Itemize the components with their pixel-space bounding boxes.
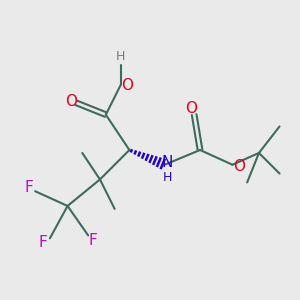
Text: O: O — [233, 159, 245, 174]
Text: F: F — [38, 235, 47, 250]
Text: O: O — [185, 101, 197, 116]
Text: O: O — [65, 94, 77, 109]
Text: O: O — [121, 78, 133, 93]
Text: H: H — [163, 171, 172, 184]
Text: N: N — [162, 155, 173, 170]
Text: F: F — [24, 180, 33, 195]
Text: F: F — [88, 233, 97, 248]
Text: H: H — [116, 50, 125, 63]
